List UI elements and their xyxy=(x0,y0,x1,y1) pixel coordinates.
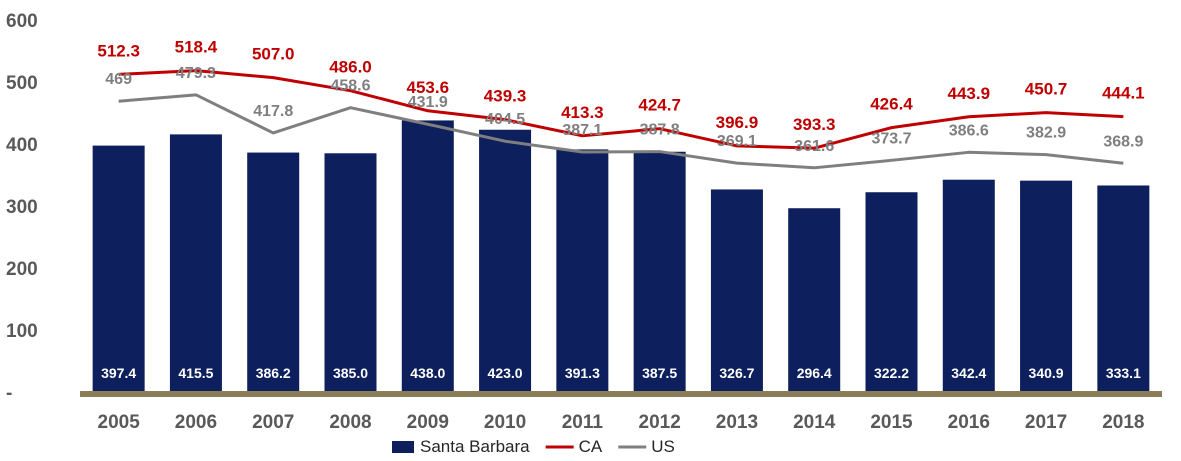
x-tick-label: 2009 xyxy=(407,412,449,433)
ca-value-label: 450.7 xyxy=(1025,80,1068,99)
bar-value-label: 438.0 xyxy=(410,365,445,381)
bar-value-label: 340.9 xyxy=(1029,365,1064,381)
us-line xyxy=(118,93,1124,170)
bar-2018 xyxy=(1097,185,1150,392)
bar-value-label: 397.4 xyxy=(101,365,136,381)
x-tick-label: 2015 xyxy=(870,412,913,433)
bar-2007 xyxy=(247,152,300,392)
bar-value-label: 296.4 xyxy=(797,365,832,381)
legend-label-santa-barbara: Santa Barbara xyxy=(420,437,530,456)
us-value-label: 404.5 xyxy=(485,111,525,128)
us-value-label: 387.1 xyxy=(562,122,602,139)
bar-value-label: 391.3 xyxy=(565,365,600,381)
bar-2014 xyxy=(788,208,841,392)
ca-value-label: 507.0 xyxy=(252,45,295,64)
us-value-label: 479.3 xyxy=(176,65,216,82)
bar-2006 xyxy=(169,134,222,392)
ca-value-label: 413.3 xyxy=(561,103,604,122)
us-value-label: 369.1 xyxy=(717,133,757,150)
bar-value-label: 387.5 xyxy=(642,365,677,381)
us-value-label: 458.6 xyxy=(330,78,370,95)
us-value-label: 386.6 xyxy=(949,122,989,139)
legend-label-us: US xyxy=(651,437,675,456)
bar-2009 xyxy=(401,120,454,392)
bar-2005 xyxy=(92,145,145,392)
bar-value-label: 386.2 xyxy=(256,365,291,381)
bar-2011 xyxy=(556,149,609,392)
us-value-label: 387.8 xyxy=(640,122,680,139)
x-tick-label: 2007 xyxy=(252,412,294,433)
x-tick-label: 2018 xyxy=(1102,412,1144,433)
x-tick-label: 2012 xyxy=(639,412,681,433)
bar-value-label: 333.1 xyxy=(1106,365,1141,381)
x-tick-label: 2014 xyxy=(793,412,836,433)
santa-barbara-bars: 397.4 415.5 386.2 385.0 438.0 423.0 391.3 387.5… xyxy=(92,120,1150,393)
line-series: 512.3 518.4 507.0 486.0 453.6 439.3 413.3 424.7… xyxy=(97,38,1145,170)
ca-value-label: 443.9 xyxy=(948,84,991,103)
ca-value-label: 453.6 xyxy=(407,78,450,97)
bar-value-label: 342.4 xyxy=(951,365,986,381)
y-axis: - 100 200 300 400 500 600 xyxy=(6,11,38,404)
x-tick-label: 2005 xyxy=(98,412,141,433)
ca-value-label: 424.7 xyxy=(638,96,681,115)
x-tick-label: 2011 xyxy=(562,412,604,433)
ca-value-label: 444.1 xyxy=(1102,84,1145,103)
us-value-label: 361.6 xyxy=(794,138,834,155)
legend-swatch-santa-barbara xyxy=(392,441,414,453)
ca-value-label: 396.9 xyxy=(716,113,759,132)
us-value-label: 373.7 xyxy=(871,130,911,147)
bar-2010 xyxy=(479,129,532,393)
ca-value-label: 486.0 xyxy=(329,58,372,77)
us-value-label: 469 xyxy=(105,71,132,88)
bar-value-label: 415.5 xyxy=(178,365,213,381)
x-tick-label: 2006 xyxy=(175,412,217,433)
y-tick-label: 100 xyxy=(6,321,38,342)
ca-line xyxy=(118,69,1124,150)
us-value-label: 417.8 xyxy=(253,103,293,120)
ca-value-label: 439.3 xyxy=(484,87,527,106)
bar-value-label: 322.2 xyxy=(874,365,909,381)
bar-value-label: 423.0 xyxy=(488,365,523,381)
bar-2012 xyxy=(633,151,686,392)
x-tick-label: 2008 xyxy=(329,412,371,433)
y-tick-label: 200 xyxy=(6,259,38,280)
y-tick-label: 400 xyxy=(6,135,38,156)
x-tick-label: 2016 xyxy=(948,412,990,433)
bar-value-label: 385.0 xyxy=(333,365,368,381)
ca-value-label: 512.3 xyxy=(97,41,140,60)
x-tick-label: 2013 xyxy=(716,412,758,433)
legend: Santa Barbara CA US xyxy=(392,437,675,456)
x-tick-label: 2017 xyxy=(1025,412,1067,433)
ca-value-label: 518.4 xyxy=(175,38,218,57)
ca-value-label: 393.3 xyxy=(793,115,836,134)
bar-2017 xyxy=(1020,180,1073,392)
legend-label-ca: CA xyxy=(579,437,603,456)
bar-value-label: 326.7 xyxy=(719,365,754,381)
bar-2016 xyxy=(942,179,995,392)
y-tick-label: 300 xyxy=(6,197,38,218)
bar-2015 xyxy=(865,192,918,392)
y-tick-label: 600 xyxy=(6,11,38,32)
us-value-label: 368.9 xyxy=(1103,133,1143,150)
bar-2013 xyxy=(710,189,763,392)
x-axis: 2005 2006 2007 2008 2009 2010 2011 2012 2013 2014… xyxy=(98,412,1145,433)
us-value-label: 431.9 xyxy=(408,94,448,111)
y-tick-label: 500 xyxy=(6,73,38,94)
bar-2008 xyxy=(324,153,377,392)
ca-value-label: 426.4 xyxy=(870,95,913,114)
us-value-label: 382.9 xyxy=(1026,125,1066,142)
x-tick-label: 2010 xyxy=(484,412,526,433)
y-tick-label: - xyxy=(6,383,12,404)
